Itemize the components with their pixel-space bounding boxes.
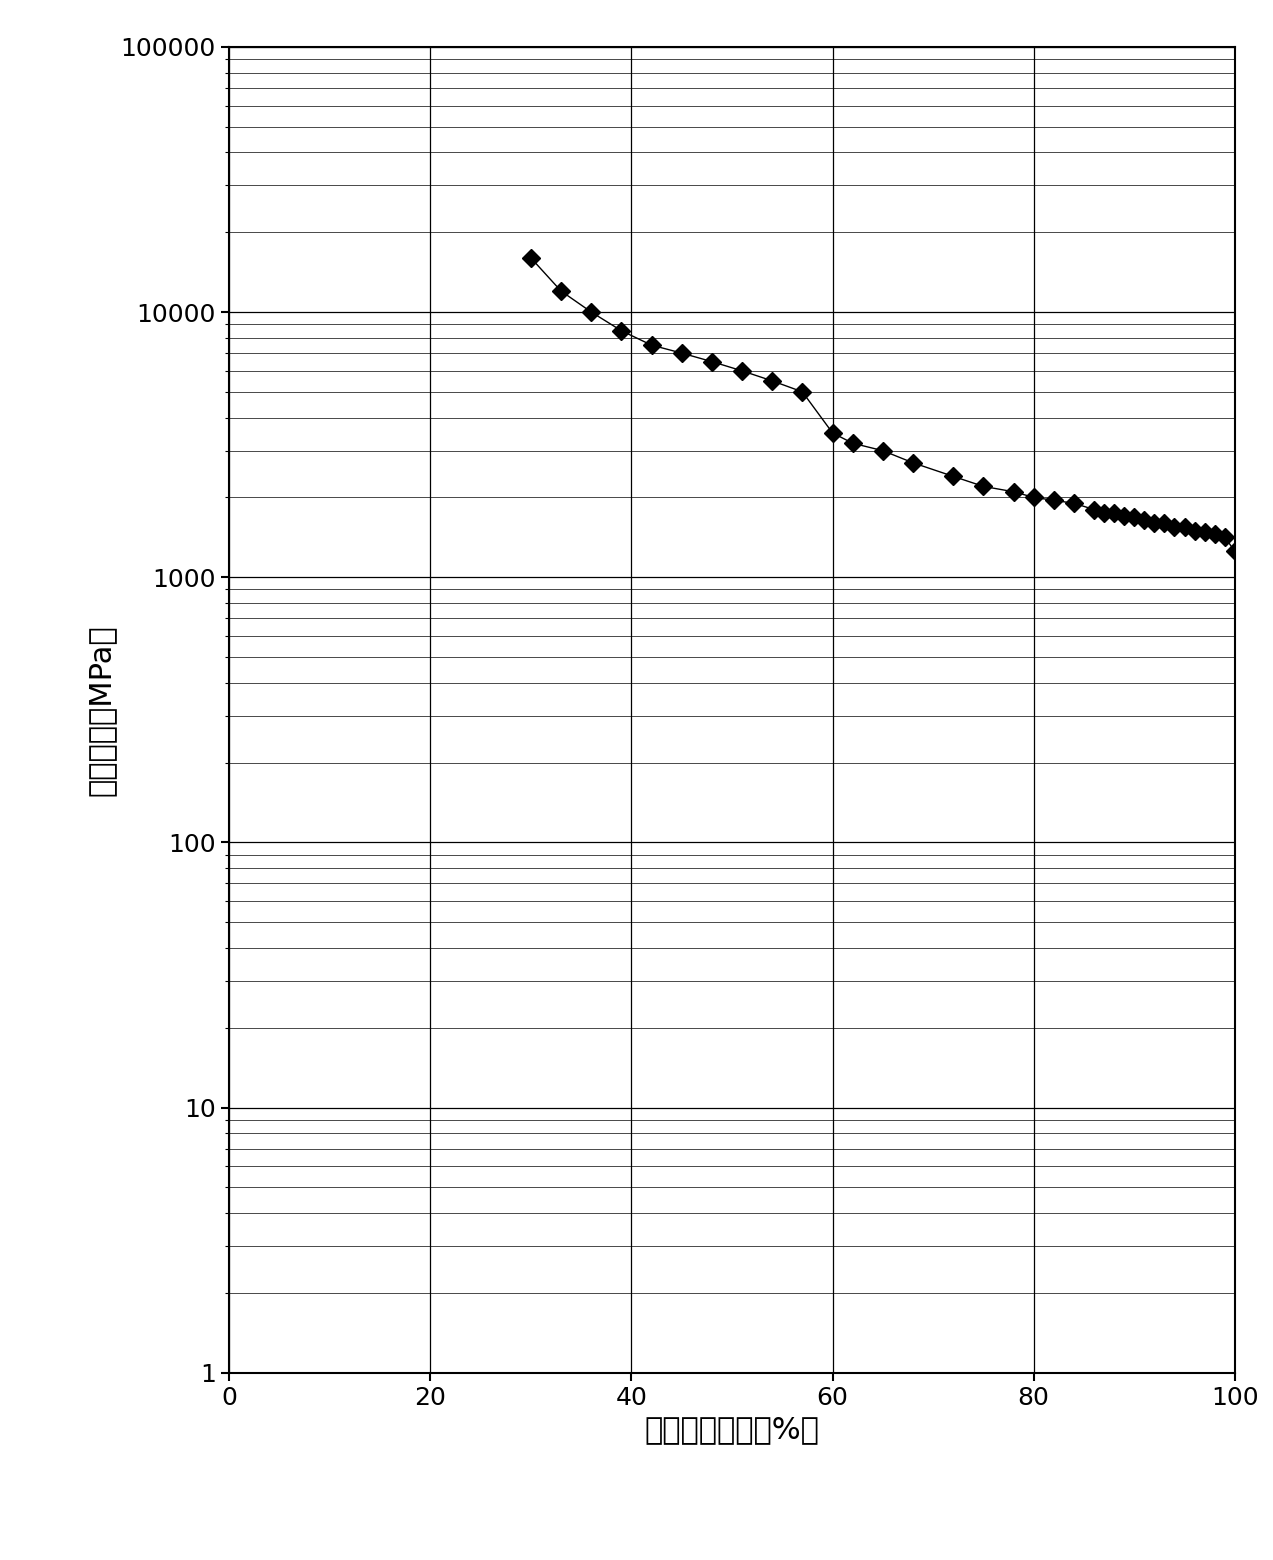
Y-axis label: 毛管压力（MPa）: 毛管压力（MPa） [87, 624, 115, 796]
X-axis label: 潤湿相饱和度（%）: 潤湿相饱和度（%） [644, 1415, 820, 1445]
